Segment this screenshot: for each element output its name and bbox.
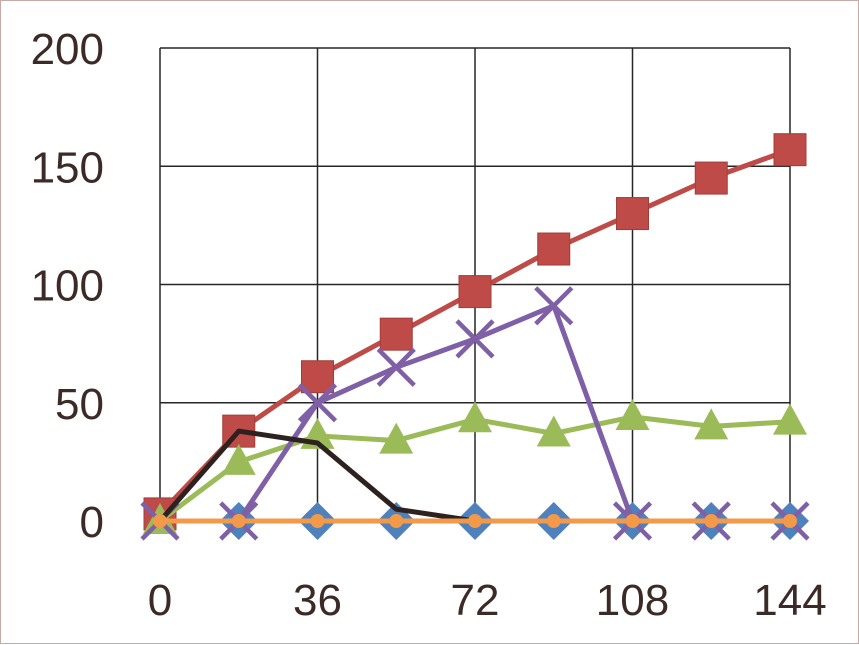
data-point (153, 514, 167, 528)
data-point (537, 232, 571, 266)
series-line (157, 428, 478, 524)
data-point (379, 422, 414, 454)
series-group (140, 133, 810, 541)
x-tick-label: 72 (451, 576, 500, 625)
data-point (231, 514, 246, 528)
data-point (615, 398, 650, 430)
y-tick-label: 100 (31, 262, 104, 311)
series-2 (143, 133, 807, 531)
data-point (773, 133, 807, 167)
y-tick-label: 0 (80, 498, 104, 547)
data-point (455, 319, 495, 359)
data-point (458, 275, 492, 309)
tick-labels: 0 50 100 150 200 0 36 72 108 144 (31, 25, 827, 625)
series-6 (153, 514, 797, 528)
data-point (389, 514, 404, 528)
data-point (297, 383, 338, 423)
data-point (379, 317, 413, 351)
y-tick-label: 150 (31, 143, 104, 192)
x-tick-label: 144 (753, 576, 826, 625)
data-point (546, 514, 561, 528)
data-point (625, 514, 640, 528)
data-point (694, 161, 728, 195)
data-point (694, 408, 729, 440)
data-point (221, 443, 256, 475)
data-point (301, 360, 334, 394)
data-point (616, 197, 649, 231)
data-point (534, 286, 574, 326)
data-point (458, 401, 492, 433)
data-point (773, 403, 807, 435)
x-tick-label: 108 (596, 576, 669, 625)
series-5 (157, 428, 478, 524)
grid (159, 47, 791, 522)
data-point (376, 347, 416, 387)
y-tick-label: 200 (31, 25, 104, 74)
data-point (468, 514, 482, 528)
data-point (536, 415, 571, 447)
x-tick-label: 36 (293, 576, 342, 625)
data-point (704, 514, 719, 528)
x-tick-label: 0 (148, 576, 172, 625)
data-point (783, 514, 797, 528)
y-tick-label: 50 (55, 380, 104, 429)
data-point (310, 514, 325, 528)
